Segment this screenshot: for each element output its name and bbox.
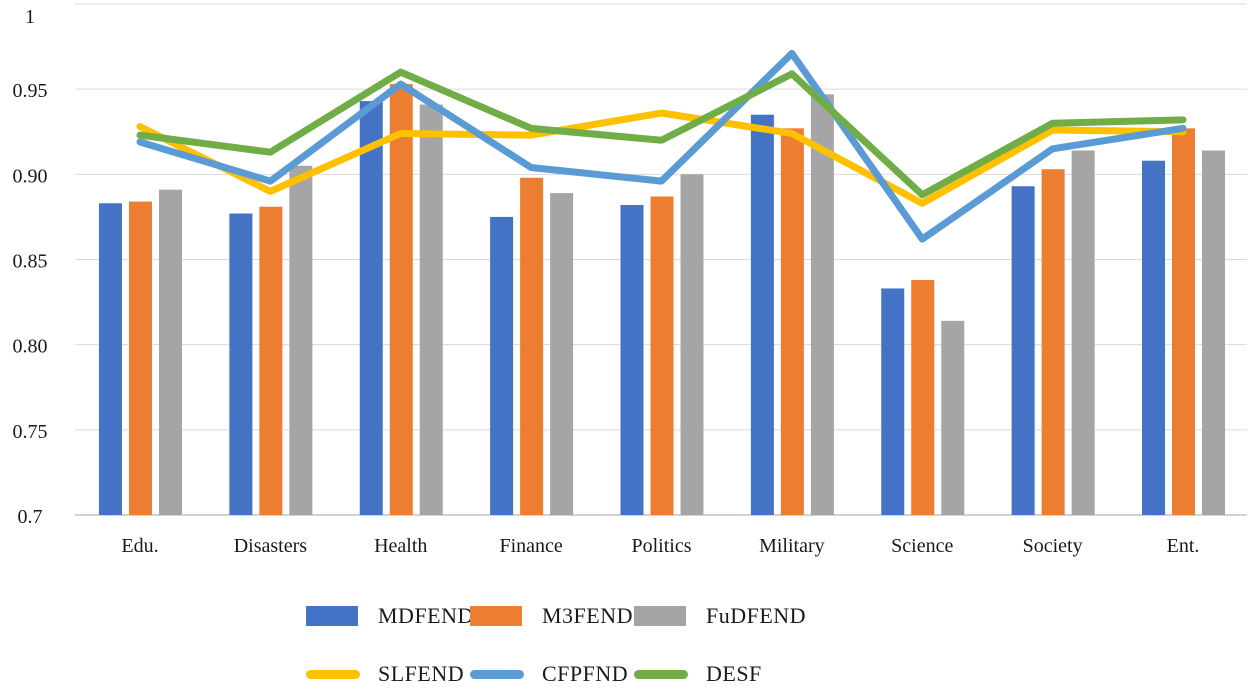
legend-label-fudfend: FuDFEND bbox=[706, 603, 807, 628]
bar-m3fend-finance bbox=[520, 177, 544, 516]
bar-mdfend-disasters bbox=[229, 213, 253, 515]
x-axis-label-politics: Politics bbox=[631, 535, 691, 557]
legend-item-cfpfnd: CFPFND bbox=[470, 659, 634, 688]
chart-canvas: 1 0.95 0.90 0.85 0.80 0.75 0.7 Edu. Disasters Hea… bbox=[13, 3, 1247, 557]
legend-item-mdfend: MDFEND bbox=[306, 601, 473, 631]
legend-label-m3fend: M3FEND bbox=[542, 603, 634, 628]
x-axis-label-science: Science bbox=[891, 535, 953, 557]
legend-item-fudfend: FuDFEND bbox=[634, 601, 806, 631]
legend-label-cfpfnd: CFPFND bbox=[542, 661, 629, 686]
legend-swatch-cfpfnd-line-icon bbox=[470, 669, 524, 679]
bar-fudfend-ent bbox=[1202, 150, 1225, 515]
x-axis-label-health: Health bbox=[374, 535, 427, 557]
bar-fudfend-finance bbox=[550, 193, 574, 515]
y-tick-label: 0.95 bbox=[13, 80, 48, 102]
bar-m3fend-health bbox=[389, 84, 413, 515]
legend-label-slfend: SLFEND bbox=[378, 661, 465, 686]
bar-fudfend-health bbox=[419, 104, 443, 515]
bar-mdfend-ent bbox=[1142, 160, 1165, 515]
legend-swatch-desf-line-icon bbox=[634, 669, 688, 679]
y-tick-label: 0.75 bbox=[13, 421, 48, 443]
x-axis-label-military: Military bbox=[759, 535, 825, 557]
bar-fudfend-edu bbox=[159, 189, 182, 515]
bar-fudfend-science bbox=[941, 320, 965, 515]
line-cfpfnd bbox=[136, 49, 1187, 243]
bar-mdfend-finance bbox=[490, 216, 514, 515]
bar-mdfend-politics bbox=[620, 204, 644, 515]
legend-swatch-mdfend-bar-icon bbox=[306, 606, 358, 626]
bar-mdfend-military bbox=[750, 114, 774, 515]
line-slfend bbox=[136, 109, 1187, 207]
bar-m3fend-disasters bbox=[259, 206, 283, 516]
x-axis-label-society: Society bbox=[1023, 535, 1083, 557]
x-axis-label-ent: Ent. bbox=[1167, 535, 1200, 557]
bar-m3fend-politics bbox=[650, 196, 674, 515]
bar-mdfend-health bbox=[359, 101, 383, 515]
x-axis-label-finance: Finance bbox=[499, 535, 562, 557]
line-desf bbox=[136, 68, 1187, 199]
legend-item-m3fend: M3FEND bbox=[470, 601, 634, 631]
bar-m3fend-military bbox=[780, 128, 804, 516]
bar-mdfend-science bbox=[881, 288, 905, 515]
y-tick-label: 0.85 bbox=[13, 251, 48, 273]
bar-mdfend-edu bbox=[99, 203, 122, 516]
bar-mdfend-society bbox=[1011, 186, 1035, 516]
bar-m3fend-ent bbox=[1172, 128, 1195, 516]
y-tick-label: 0.80 bbox=[13, 336, 48, 358]
y-tick-label: 0.90 bbox=[13, 165, 48, 187]
bar-m3fend-science bbox=[911, 279, 935, 515]
bar-m3fend-society bbox=[1041, 169, 1065, 515]
x-axis-label-disasters: Disasters bbox=[234, 535, 308, 557]
legend-label-desf: DESF bbox=[706, 661, 762, 686]
legend-swatch-m3fend-bar-icon bbox=[470, 606, 522, 626]
bar-fudfend-society bbox=[1071, 150, 1095, 515]
legend-item-slfend: SLFEND bbox=[306, 659, 470, 688]
y-tick-label: 0.7 bbox=[18, 506, 43, 528]
legend-swatch-slfend-line-icon bbox=[306, 669, 360, 679]
legend-swatch-fudfend-bar-icon bbox=[634, 606, 686, 626]
bar-fudfend-military bbox=[810, 94, 834, 515]
legend-label-mdfend: MDFEND bbox=[378, 603, 474, 628]
legend-item-desf: DESF bbox=[634, 659, 798, 688]
chart-legend: MDFEND M3FEND FuDFEND SLFEND CFPFND DESF bbox=[306, 601, 806, 688]
y-tick-label: 1 bbox=[25, 6, 35, 28]
bar-fudfend-disasters bbox=[289, 165, 313, 516]
bar-fudfend-politics bbox=[680, 174, 704, 516]
bar-m3fend-edu bbox=[129, 201, 152, 515]
x-axis-label-edu: Edu. bbox=[121, 535, 158, 557]
